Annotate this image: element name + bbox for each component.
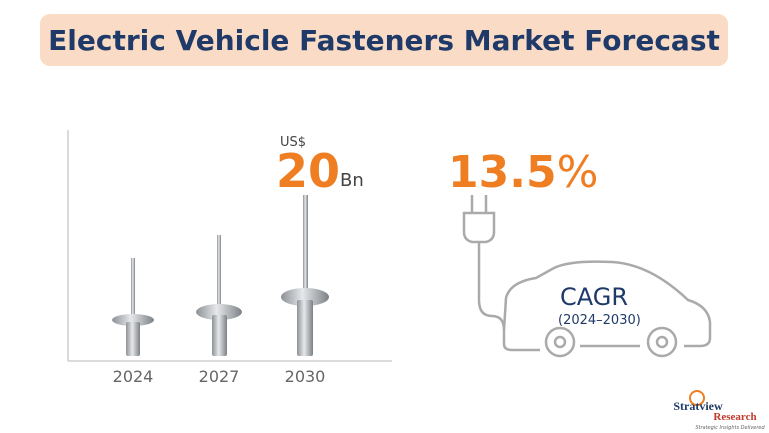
- brand-sub: Research: [713, 411, 756, 423]
- cagr-value: 13.5%: [448, 147, 598, 198]
- forecast-unit: Bn: [340, 170, 364, 191]
- plug-and-car: [462, 195, 712, 358]
- forecast-value: 20: [276, 144, 340, 198]
- rivet: [281, 195, 329, 356]
- year-label: 2024: [113, 367, 154, 386]
- brand-name: Stratview: [673, 399, 723, 413]
- year-label: 2030: [285, 367, 326, 386]
- brand-tagline: Strategic Insights Delivered: [695, 425, 765, 431]
- title: Electric Vehicle Fasteners Market Foreca…: [48, 24, 720, 57]
- rivet: [196, 235, 242, 356]
- cagr-label: CAGR: [560, 283, 628, 311]
- year-label: 2027: [199, 367, 240, 386]
- rivet: [112, 258, 154, 356]
- currency: US$: [280, 135, 306, 150]
- cagr-period: (2024–2030): [558, 313, 641, 328]
- title-box: [40, 14, 728, 66]
- logo-icon: [689, 390, 705, 406]
